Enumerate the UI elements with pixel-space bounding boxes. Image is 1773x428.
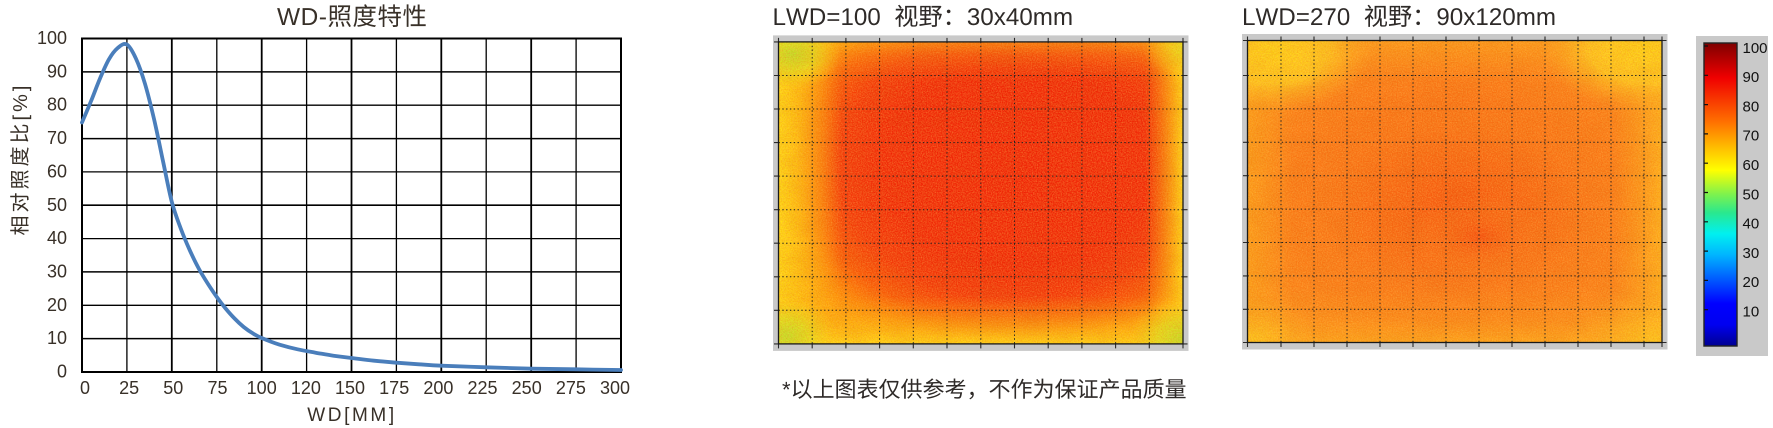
svg-text:70: 70 (47, 128, 67, 148)
svg-text:WD[MM]: WD[MM] (307, 405, 396, 426)
svg-text:75: 75 (207, 378, 227, 398)
svg-text:80: 80 (1743, 98, 1760, 115)
svg-text:40: 40 (47, 228, 67, 248)
svg-text:60: 60 (47, 161, 67, 181)
svg-text:90: 90 (47, 61, 67, 81)
svg-text:50: 50 (1743, 186, 1760, 203)
svg-text:25: 25 (119, 378, 139, 398)
svg-text:120: 120 (291, 378, 321, 398)
svg-text:20: 20 (1743, 274, 1760, 291)
svg-text:0: 0 (57, 362, 67, 382)
svg-text:20: 20 (47, 295, 67, 315)
svg-text:100: 100 (1743, 40, 1768, 57)
svg-text:100: 100 (37, 28, 67, 48)
svg-text:10: 10 (1743, 304, 1760, 321)
svg-text:150: 150 (335, 378, 365, 398)
svg-text:10: 10 (47, 328, 67, 348)
svg-text:300: 300 (600, 378, 630, 398)
svg-text:250: 250 (512, 378, 542, 398)
svg-text:70: 70 (1743, 128, 1760, 145)
svg-text:100: 100 (247, 378, 277, 398)
svg-text:90: 90 (1743, 69, 1760, 86)
svg-text:30: 30 (1743, 245, 1760, 262)
svg-text:80: 80 (47, 95, 67, 115)
svg-text:50: 50 (47, 195, 67, 215)
svg-text:175: 175 (379, 378, 409, 398)
svg-text:30: 30 (47, 261, 67, 281)
svg-text:40: 40 (1743, 216, 1760, 233)
svg-text:50: 50 (163, 378, 183, 398)
svg-text:200: 200 (423, 378, 453, 398)
svg-text:0: 0 (80, 378, 90, 398)
svg-text:60: 60 (1743, 157, 1760, 174)
svg-text:225: 225 (467, 378, 497, 398)
svg-text:275: 275 (556, 378, 586, 398)
